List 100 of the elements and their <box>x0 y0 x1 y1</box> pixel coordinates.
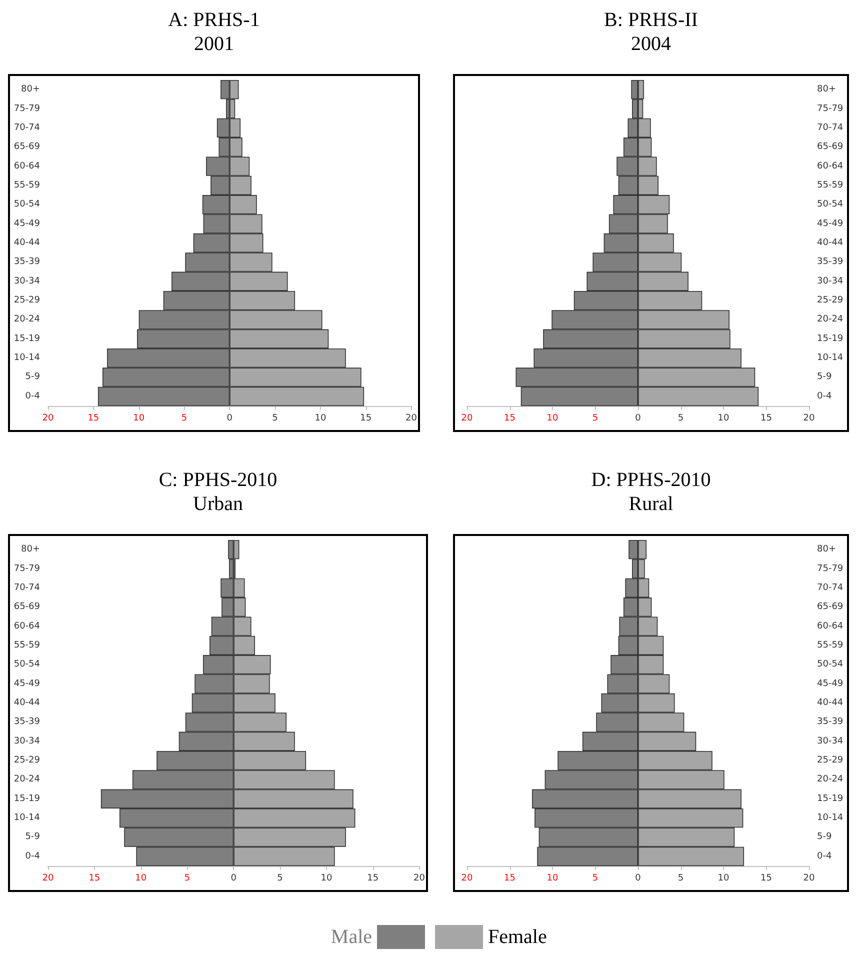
x-tick-label: 5 <box>678 414 684 424</box>
x-tick-label: 5 <box>184 874 190 884</box>
x-tick-label: 15 <box>360 414 372 424</box>
x-tick-label: 0 <box>226 414 233 424</box>
y-tick-label: 5-9 <box>817 372 832 382</box>
y-tick-label: 55-59 <box>817 180 844 190</box>
y-tick-label: 20-24 <box>14 314 40 325</box>
y-tick-label: 60-64 <box>14 161 40 172</box>
y-tick-label: 35-39 <box>14 257 40 268</box>
y-tick-label: 40-44 <box>14 238 40 248</box>
x-tick-label: 0 <box>230 874 237 884</box>
y-tick-label: 75-79 <box>14 564 40 574</box>
x-tick-label: 20 <box>406 414 418 424</box>
x-tick-label: 0 <box>635 874 642 884</box>
y-tick-label: 80+ <box>21 84 40 95</box>
x-tick-label: 20 <box>42 414 54 424</box>
x-tick-label: 0 <box>635 414 642 424</box>
y-tick-label: 45-49 <box>14 678 40 689</box>
x-tick-label: 15 <box>760 874 772 884</box>
y-tick-label: 10-14 <box>817 353 844 364</box>
y-tick-label: 70-74 <box>14 582 40 593</box>
y-tick-label: 45-49 <box>14 218 40 229</box>
chart-title: B: PRHS-II <box>603 8 699 32</box>
y-tick-label: 25-29 <box>14 756 40 766</box>
y-tick-label: 45-49 <box>817 218 844 229</box>
y-tick-label: 0-4 <box>817 851 832 862</box>
y-tick-label: 5-9 <box>817 832 832 842</box>
y-tick-label: 15-19 <box>817 794 844 804</box>
x-tick-label: 10 <box>546 414 558 424</box>
x-tick-label: 15 <box>88 874 100 884</box>
y-tick-label: 65-69 <box>14 142 40 152</box>
y-tick-label: 40-44 <box>14 698 40 708</box>
chart-title: A: PRHS-1 <box>167 8 261 32</box>
y-tick-label: 10-14 <box>14 813 40 824</box>
y-tick-label: 25-29 <box>817 296 844 306</box>
y-tick-label: 0-4 <box>817 391 832 402</box>
y-tick-label: 55-59 <box>14 640 40 650</box>
y-tick-label: 65-69 <box>817 142 844 152</box>
y-tick-label: 40-44 <box>817 238 844 248</box>
y-tick-label: 55-59 <box>14 180 40 190</box>
y-tick-label: 10-14 <box>817 813 844 824</box>
y-tick-label: 75-79 <box>817 104 844 114</box>
x-tick-label: 5 <box>277 874 283 884</box>
chart-subtitle: Rural <box>628 492 674 516</box>
y-tick-label: 10-14 <box>14 353 40 364</box>
y-tick-label: 55-59 <box>817 640 844 650</box>
y-tick-label: 0-4 <box>25 391 40 402</box>
x-tick-label: 10 <box>546 874 558 884</box>
y-tick-label: 45-49 <box>817 678 844 689</box>
y-tick-label: 75-79 <box>14 104 40 114</box>
x-tick-label: 10 <box>718 414 730 424</box>
y-tick-label: 35-39 <box>14 717 40 728</box>
y-tick-label: 50-54 <box>817 200 844 210</box>
x-tick-label: 20 <box>461 874 473 884</box>
chart-title: D: PPHS-2010 <box>590 468 712 492</box>
x-tick-label: 10 <box>135 874 147 884</box>
x-tick-label: 15 <box>88 414 100 424</box>
y-tick-label: 15-19 <box>817 334 844 344</box>
y-tick-label: 70-74 <box>14 122 40 133</box>
y-tick-label: 65-69 <box>817 602 844 612</box>
y-tick-label: 80+ <box>21 544 40 555</box>
x-tick-label: 20 <box>414 874 426 884</box>
y-tick-label: 75-79 <box>817 564 844 574</box>
chart-subtitle: Urban <box>192 492 244 516</box>
y-tick-label: 25-29 <box>14 296 40 306</box>
y-tick-label: 60-64 <box>817 621 844 632</box>
y-tick-label: 60-64 <box>14 621 40 632</box>
x-tick-label: 5 <box>592 414 598 424</box>
x-tick-label: 10 <box>314 414 326 424</box>
y-tick-label: 0-4 <box>25 851 40 862</box>
y-tick-label: 30-34 <box>817 736 844 746</box>
chart-subtitle: 2001 <box>193 32 235 56</box>
y-tick-label: 70-74 <box>817 122 844 133</box>
y-tick-label: 30-34 <box>817 276 844 286</box>
x-tick-label: 20 <box>803 414 815 424</box>
x-tick-label: 5 <box>272 414 278 424</box>
legend-label: Female <box>488 926 547 948</box>
x-tick-label: 15 <box>367 874 379 884</box>
y-tick-label: 80+ <box>817 84 836 95</box>
text: Male <box>330 926 372 948</box>
x-tick-label: 5 <box>678 874 684 884</box>
y-tick-label: 20-24 <box>817 314 844 325</box>
y-tick-label: 20-24 <box>14 774 40 785</box>
x-tick-label: 15 <box>504 414 516 424</box>
x-tick-label: 20 <box>461 414 473 424</box>
x-tick-label: 20 <box>803 874 815 884</box>
y-tick-label: 50-54 <box>14 200 40 210</box>
y-tick-label: 70-74 <box>817 582 844 593</box>
y-tick-label: 35-39 <box>817 257 844 268</box>
y-tick-label: 5-9 <box>25 372 40 382</box>
y-tick-label: 50-54 <box>14 660 40 670</box>
y-tick-label: 20-24 <box>817 774 844 785</box>
chart-title: C: PPHS-2010 <box>158 468 278 492</box>
y-tick-label: 35-39 <box>817 717 844 728</box>
y-tick-label: 30-34 <box>14 276 40 286</box>
x-tick-label: 5 <box>592 874 598 884</box>
x-tick-label: 15 <box>760 414 772 424</box>
x-tick-label: 10 <box>320 874 332 884</box>
y-tick-label: 15-19 <box>14 794 40 804</box>
x-tick-label: 15 <box>504 874 516 884</box>
